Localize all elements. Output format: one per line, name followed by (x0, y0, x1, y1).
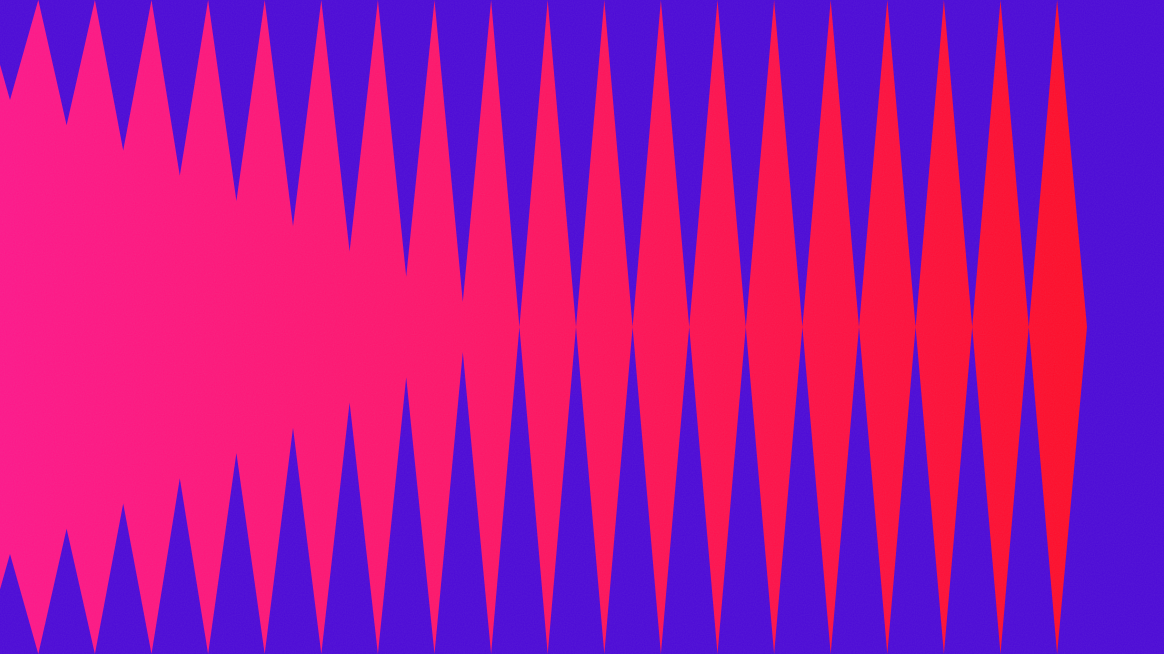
grain-overlay (0, 0, 1164, 654)
abstract-zigzag-artwork (0, 0, 1164, 654)
